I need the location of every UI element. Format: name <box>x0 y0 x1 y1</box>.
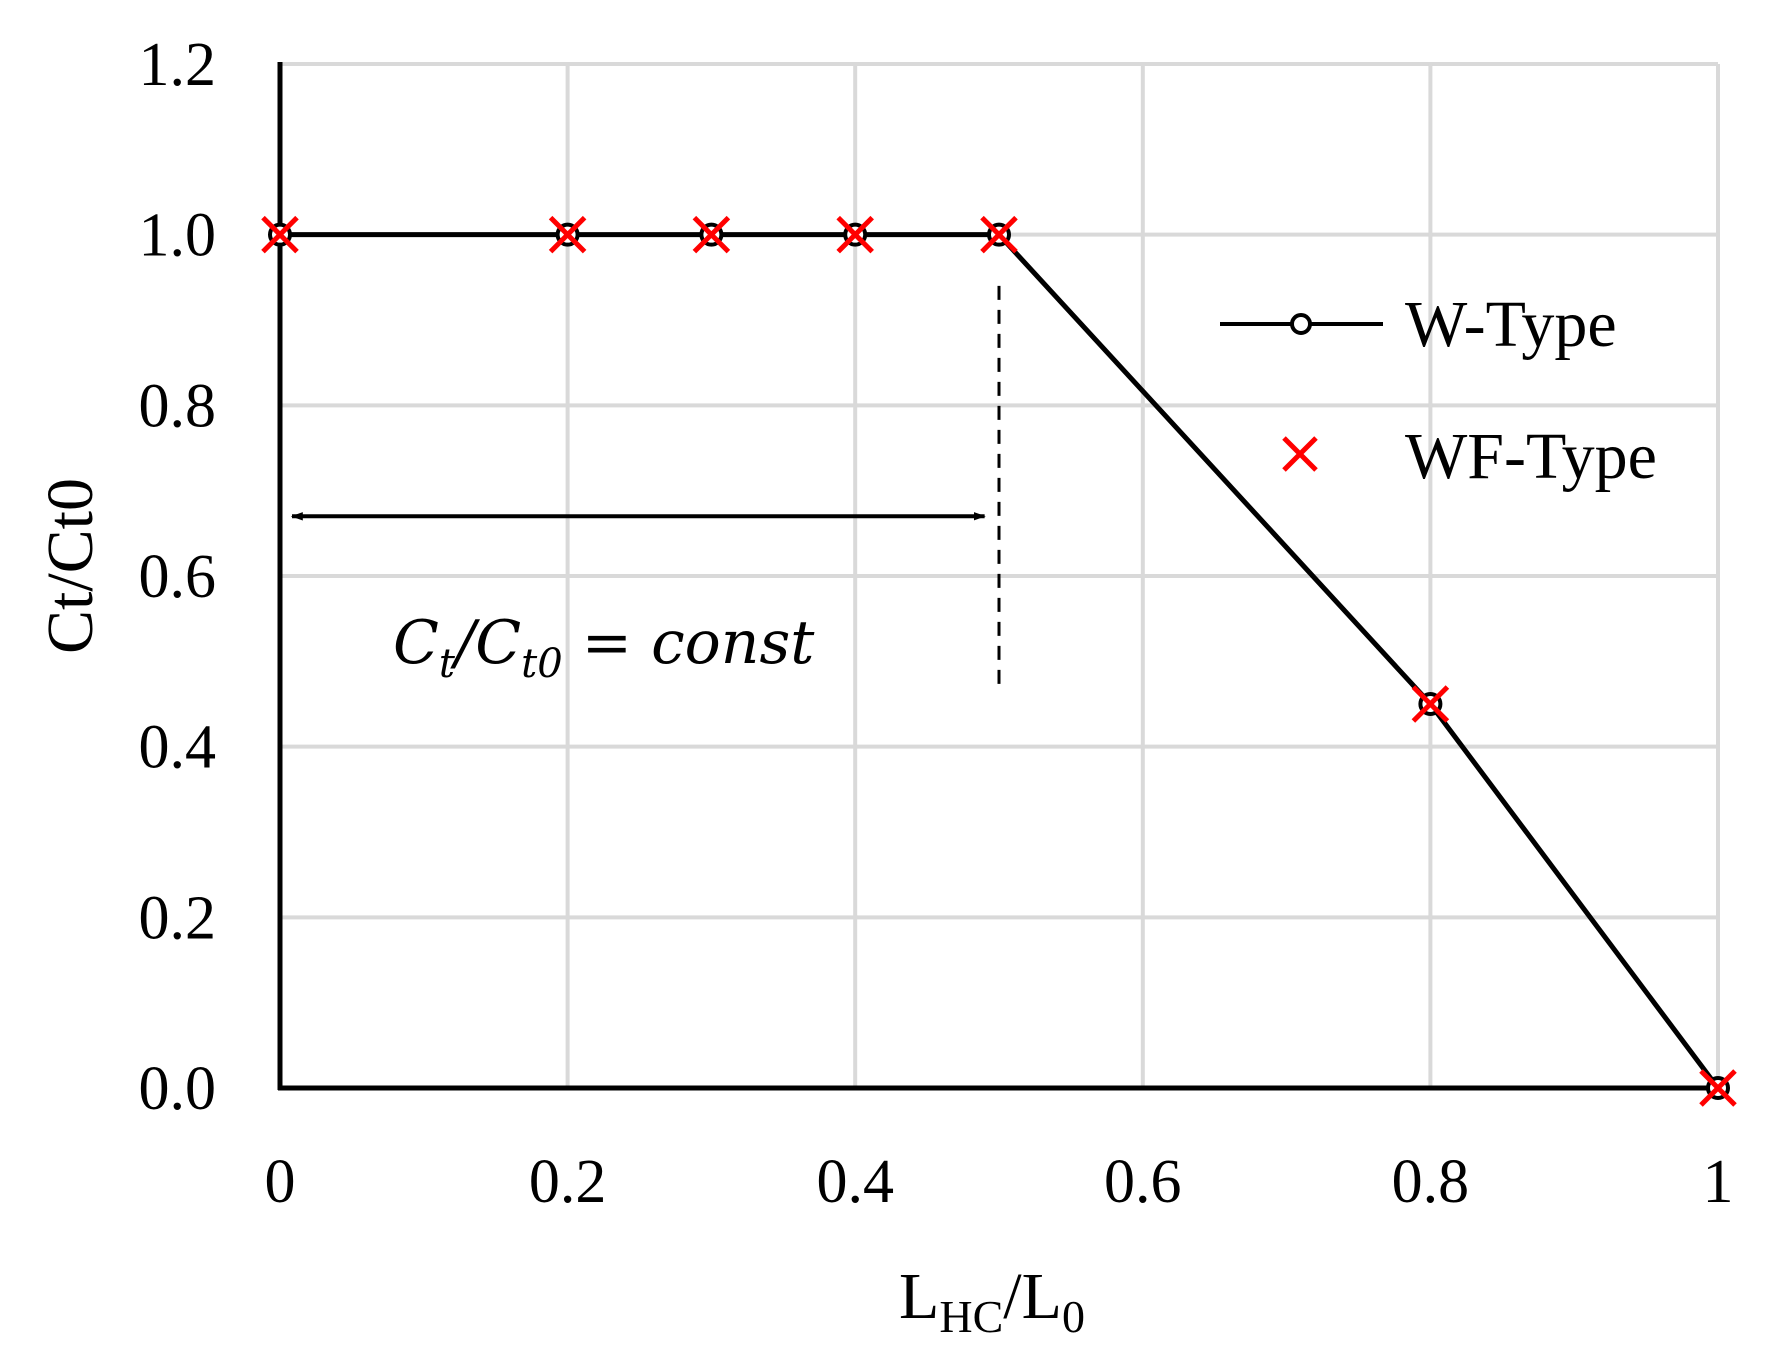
legend-label-wf-type: WF-Type <box>1405 420 1657 493</box>
x-tick-labels: 0 0.2 0.4 0.6 0.8 1 <box>265 1148 1734 1216</box>
x-tick-label: 0 <box>265 1148 296 1216</box>
point-wf-type <box>1699 1069 1737 1107</box>
y-tick-labels: 0.0 0.2 0.4 0.6 0.8 1.0 1.2 <box>139 31 217 1123</box>
x-tick-label: 0.8 <box>1392 1148 1470 1216</box>
annotations: Ct/Ct0 = const <box>290 285 1001 687</box>
y-tick-label: 0.0 <box>139 1055 217 1123</box>
y-tick-label: 0.4 <box>139 714 217 782</box>
x-tick-label: 0.6 <box>1104 1148 1182 1216</box>
legend-marker-wf-type <box>1282 436 1318 472</box>
y-tick-label: 0.2 <box>139 884 217 952</box>
legend: W-Type WF-Type <box>1220 288 1657 493</box>
series <box>261 215 1737 1107</box>
point-wf-type <box>548 215 587 254</box>
x-axis-title: LHC/L0 <box>899 1260 1085 1342</box>
y-tick-label: 0.6 <box>139 543 217 611</box>
y-tick-label: 0.8 <box>139 372 217 440</box>
y-axis-title: Ct/Ct0 <box>34 478 107 654</box>
x-tick-label: 1 <box>1703 1148 1734 1216</box>
x-tick-label: 0.4 <box>816 1148 894 1216</box>
point-wf-type <box>261 215 299 254</box>
constant-annotation: Ct/Ct0 = const <box>393 608 815 687</box>
legend-marker-w-type <box>1290 313 1312 335</box>
point-wf-type <box>692 215 731 254</box>
y-tick-label: 1.0 <box>139 202 217 270</box>
point-wf-type <box>836 215 874 254</box>
y-tick-label: 1.2 <box>139 31 217 99</box>
point-wf-type <box>980 215 1018 254</box>
x-tick-label: 0.2 <box>529 1148 607 1216</box>
point-wf-type <box>1411 685 1450 723</box>
legend-label-w-type: W-Type <box>1405 288 1617 361</box>
